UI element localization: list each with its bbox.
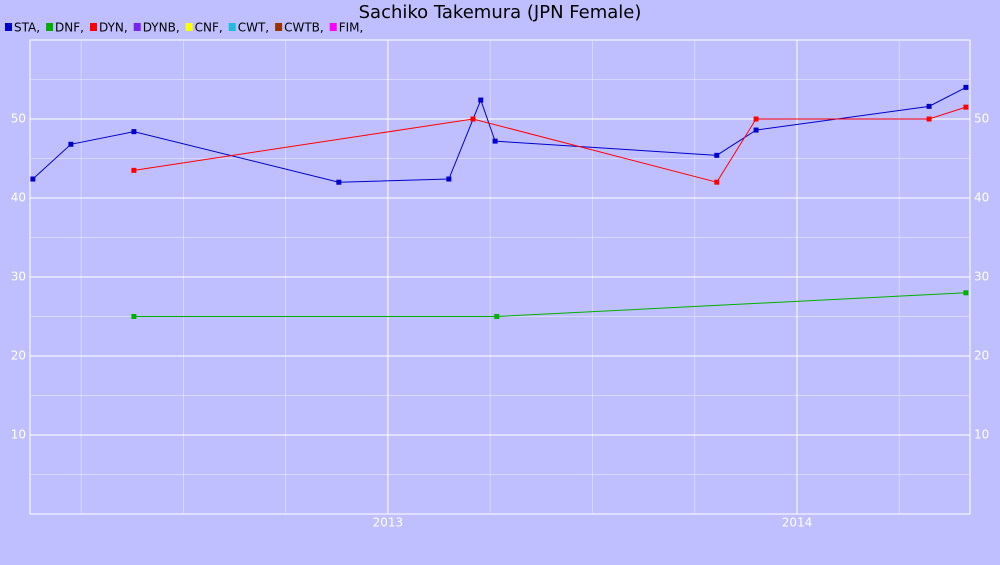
point <box>714 179 720 185</box>
point <box>336 179 342 185</box>
chart-title: Sachiko Takemura (JPN Female) <box>359 2 642 23</box>
point <box>926 103 932 109</box>
series-line <box>133 292 966 317</box>
point <box>131 314 137 319</box>
point <box>68 141 74 147</box>
y-tick-label: 30 <box>11 270 26 284</box>
legend-label: DYN, <box>99 21 128 35</box>
point <box>753 127 759 133</box>
legend-swatch <box>275 23 283 31</box>
point <box>494 314 500 319</box>
point <box>926 116 932 122</box>
point <box>131 129 137 135</box>
legend-label: DYNB, <box>143 21 180 35</box>
y2-tick-label: 30 <box>974 270 989 284</box>
y-tick-label: 20 <box>11 349 26 363</box>
legend-swatch <box>329 23 337 31</box>
legend-swatch <box>5 23 12 31</box>
legend-swatch <box>228 23 236 31</box>
legend-swatch <box>133 23 141 31</box>
point <box>492 138 498 144</box>
legend-label: FIM, <box>339 21 364 35</box>
y-tick-label: 40 <box>11 191 26 205</box>
legend-label: STA, <box>14 21 40 35</box>
legend-label: CNF, <box>195 21 223 35</box>
point <box>131 167 137 173</box>
y2-tick-label: 10 <box>974 428 989 442</box>
point <box>963 84 969 90</box>
legend-swatch <box>185 23 193 31</box>
point <box>30 176 36 182</box>
point <box>753 116 759 122</box>
point <box>714 152 720 158</box>
x-tick-label: 2013 <box>373 516 404 530</box>
y2-tick-label: 40 <box>974 191 989 205</box>
legend-label: CWTB, <box>284 21 324 35</box>
legend-label: DNF, <box>55 21 84 35</box>
point <box>963 104 969 110</box>
y-tick-label: 10 <box>11 428 26 442</box>
series-line <box>133 106 967 183</box>
y2-tick-label: 50 <box>974 112 989 126</box>
point <box>963 290 969 296</box>
y-tick-label: 50 <box>11 112 26 126</box>
legend-swatch <box>46 23 54 31</box>
legend-label: CWT, <box>238 21 269 35</box>
y2-tick-label: 20 <box>974 349 989 363</box>
point <box>478 97 484 103</box>
series-line <box>32 86 967 183</box>
legend-swatch <box>89 23 97 31</box>
point <box>470 116 476 122</box>
x-tick-label: 2014 <box>782 516 813 530</box>
point <box>446 176 452 182</box>
